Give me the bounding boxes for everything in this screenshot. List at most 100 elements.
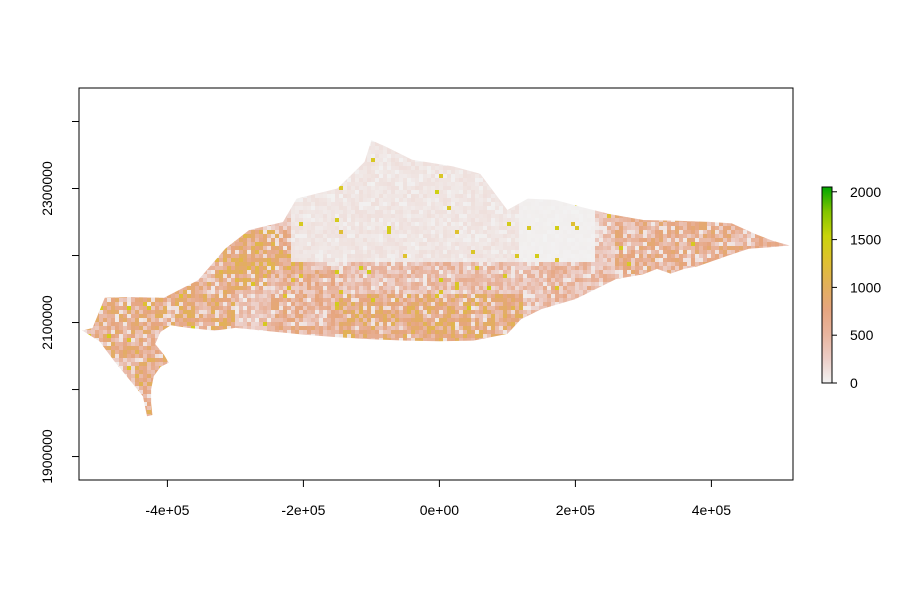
raster-cell — [307, 226, 311, 230]
raster-cell — [359, 154, 363, 158]
raster-cell — [767, 186, 771, 190]
raster-cell — [595, 146, 599, 150]
raster-cell — [231, 182, 235, 186]
raster-cell — [163, 174, 167, 178]
raster-cell — [715, 142, 719, 146]
raster-cell — [151, 174, 155, 178]
raster-cell — [639, 182, 643, 186]
raster-cell — [207, 234, 211, 238]
raster-cell — [591, 190, 595, 194]
raster-cell — [623, 174, 627, 178]
raster-cell — [163, 142, 167, 146]
raster-cell — [591, 226, 595, 230]
raster-cell — [443, 174, 447, 178]
raster-cell — [407, 222, 411, 226]
raster-cell — [175, 134, 179, 138]
raster-cell — [387, 150, 391, 154]
raster-cell — [699, 166, 703, 170]
raster-cell — [83, 190, 87, 194]
raster-cell — [767, 222, 771, 226]
raster-cell — [503, 226, 507, 230]
raster-cell — [719, 174, 723, 178]
raster-cell — [611, 198, 615, 202]
raster-cell — [287, 194, 291, 198]
raster-cell — [547, 182, 551, 186]
raster-cell — [275, 140, 279, 142]
raster-cell — [759, 238, 763, 242]
raster-cell — [435, 134, 439, 138]
raster-cell — [363, 182, 367, 186]
raster-cell — [723, 162, 727, 166]
raster-cell — [255, 238, 259, 242]
raster-cell — [595, 202, 599, 206]
raster-cell — [303, 214, 307, 218]
raster-cell — [587, 190, 591, 194]
raster-cell — [423, 218, 427, 222]
raster-cell — [387, 214, 391, 218]
raster-cell — [191, 170, 195, 174]
raster-cell — [123, 226, 127, 230]
raster-cell — [779, 226, 783, 230]
raster-cell — [163, 182, 167, 186]
raster-cell — [619, 222, 623, 226]
raster-cell — [119, 134, 123, 138]
raster-cell — [351, 230, 355, 234]
raster-cell — [675, 162, 679, 166]
raster-cell — [271, 206, 275, 210]
raster-cell — [363, 190, 367, 194]
raster-cell — [135, 226, 139, 230]
raster-cell — [323, 142, 327, 146]
raster-cell — [519, 142, 523, 146]
raster-cell — [627, 154, 631, 158]
raster-cell — [391, 226, 395, 230]
raster-cell — [383, 158, 387, 162]
raster-cell — [591, 134, 595, 138]
raster-cell — [291, 202, 295, 206]
raster-cell — [82, 178, 83, 182]
raster-cell — [435, 214, 439, 218]
raster-cell — [127, 202, 131, 206]
raster-cell — [271, 186, 275, 190]
raster-cell — [375, 190, 379, 194]
raster-cell — [387, 242, 391, 246]
raster-cell — [523, 202, 527, 206]
raster-cell — [427, 198, 431, 202]
raster-cell — [443, 226, 447, 230]
raster-cell — [459, 218, 463, 222]
raster-cell — [743, 218, 747, 222]
raster-cell — [679, 166, 683, 170]
raster-cell — [259, 206, 263, 210]
raster-cell — [675, 194, 679, 198]
raster-cell — [455, 182, 459, 186]
raster-cell — [151, 230, 155, 234]
raster-cell — [459, 190, 463, 194]
raster-cell — [435, 140, 439, 142]
raster-cell — [395, 218, 399, 222]
raster-cell — [323, 182, 327, 186]
raster-cell — [447, 186, 451, 190]
raster-cell — [415, 154, 419, 158]
raster-cell — [651, 194, 655, 198]
raster-cell — [507, 170, 511, 174]
raster-cell — [87, 174, 91, 178]
raster-cell — [339, 226, 343, 230]
raster-cell — [227, 210, 231, 214]
raster-cell — [563, 140, 567, 142]
raster-cell — [239, 162, 243, 166]
raster-cell — [763, 190, 767, 194]
raster-cell — [611, 150, 615, 154]
raster-cell — [579, 234, 583, 238]
raster-cell — [459, 146, 463, 150]
raster-cell — [371, 226, 375, 230]
raster-cell — [643, 166, 647, 170]
raster-cell — [347, 182, 351, 186]
raster-cell — [331, 226, 335, 230]
raster-cell — [447, 158, 451, 162]
raster-cell — [91, 198, 95, 202]
raster-cell — [287, 242, 291, 246]
raster-cell — [127, 178, 131, 182]
raster-cell — [387, 190, 391, 194]
raster-cell — [195, 206, 199, 210]
raster-cell — [559, 202, 563, 206]
